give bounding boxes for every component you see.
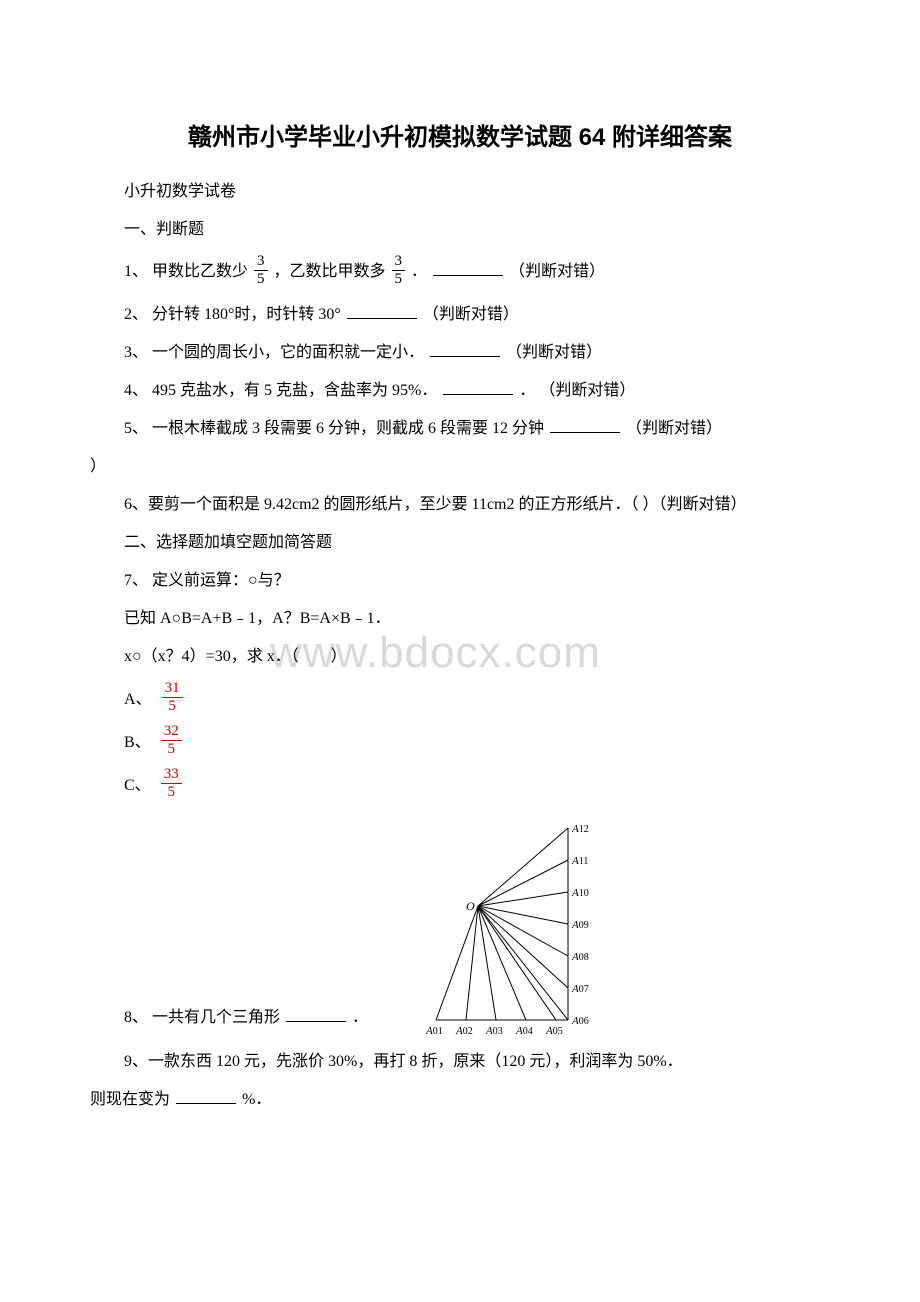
svg-text:A11: A11 bbox=[571, 855, 588, 867]
fraction-denominator: 5 bbox=[162, 698, 183, 714]
q4-suffix: ． （判断对错） bbox=[519, 382, 635, 399]
q3-judge: （判断对错） bbox=[506, 344, 602, 361]
answer-blank[interactable] bbox=[550, 417, 620, 433]
svg-text:A05: A05 bbox=[545, 1025, 563, 1036]
section-heading-2: 二、选择题加填空题加简答题 bbox=[124, 531, 830, 555]
fraction-numerator: 33 bbox=[161, 767, 182, 784]
svg-text:O: O bbox=[466, 899, 475, 913]
question-7-line1: 7、 定义前运算：○与？ bbox=[124, 569, 830, 593]
option-c-label: C、 bbox=[124, 774, 151, 798]
fraction-denominator: 5 bbox=[392, 271, 406, 287]
svg-text:A12: A12 bbox=[571, 823, 589, 835]
svg-text:A06: A06 bbox=[571, 1015, 589, 1027]
answer-blank[interactable] bbox=[430, 341, 500, 357]
triangle-fan-diagram: O A12 A11 A10 A09 A08 A07 A06 A01 A02 A03 A04 A05 bbox=[378, 816, 598, 1036]
svg-text:A09: A09 bbox=[571, 919, 589, 931]
fraction-numerator: 31 bbox=[162, 681, 183, 698]
option-a-label: A、 bbox=[124, 688, 152, 712]
svg-text:A04: A04 bbox=[515, 1025, 533, 1036]
q9-suffix: %． bbox=[242, 1091, 271, 1108]
svg-text:A07: A07 bbox=[571, 983, 589, 995]
answer-blank[interactable] bbox=[347, 303, 417, 319]
section-heading-1: 一、判断题 bbox=[124, 218, 830, 242]
page-title: 赣州市小学毕业小升初模拟数学试题 64 附详细答案 bbox=[90, 120, 830, 156]
option-c: C、 33 5 bbox=[124, 769, 830, 802]
question-7-line2: 已知 A○B=A+B﹣1，A？B=A×B﹣1． bbox=[124, 607, 830, 631]
fraction-numerator: 3 bbox=[254, 254, 268, 271]
q5-judge: （判断对错） bbox=[626, 420, 722, 437]
question-9-line1: 9、一款东西 120 元，先涨价 30%，再打 8 折，原来（120 元），利润… bbox=[124, 1050, 830, 1074]
answer-blank[interactable] bbox=[176, 1088, 236, 1104]
q1-suffix: ． bbox=[411, 263, 431, 280]
q1-mid: ，乙数比甲数多 bbox=[274, 263, 386, 280]
fraction-denominator: 5 bbox=[161, 784, 182, 800]
option-b-label: B、 bbox=[124, 731, 151, 755]
option-c-fraction: 33 5 bbox=[161, 767, 182, 800]
q1-prefix: 1、 甲数比乙数少 bbox=[124, 263, 248, 280]
svg-text:A08: A08 bbox=[571, 951, 589, 963]
question-4: 4、 495 克盐水，有 5 克盐，含盐率为 95%． ． （判断对错） bbox=[124, 379, 830, 403]
fraction-denominator: 5 bbox=[161, 741, 182, 757]
fraction-numerator: 32 bbox=[161, 724, 182, 741]
question-6: 6、要剪一个面积是 9.42cm2 的圆形纸片，至少要 11cm2 的正方形纸片… bbox=[124, 493, 830, 517]
q8-text: 8、 一共有几个三角形 bbox=[124, 1009, 280, 1026]
answer-blank[interactable] bbox=[286, 1006, 346, 1022]
svg-text:A01: A01 bbox=[425, 1025, 443, 1036]
answer-blank[interactable] bbox=[433, 260, 503, 276]
q8-suffix: ． bbox=[352, 1009, 368, 1026]
question-5-close-paren: ） bbox=[90, 455, 830, 479]
svg-text:A03: A03 bbox=[485, 1025, 503, 1036]
question-8: 8、 一共有几个三角形 ． bbox=[124, 1006, 368, 1036]
answer-blank[interactable] bbox=[443, 379, 513, 395]
q5-text: 5、 一根木棒截成 3 段需要 6 分钟，则截成 6 段需要 12 分钟 bbox=[124, 420, 544, 437]
question-8-row: 8、 一共有几个三角形 ． O A12 A11 A10 A09 A08 A07 A06 A01 A… bbox=[124, 816, 830, 1036]
q2-judge: （判断对错） bbox=[423, 306, 519, 323]
option-b: B、 32 5 bbox=[124, 726, 830, 759]
option-a-fraction: 31 5 bbox=[162, 681, 183, 714]
svg-text:A02: A02 bbox=[455, 1025, 473, 1036]
fraction-denominator: 5 bbox=[254, 271, 268, 287]
svg-text:A10: A10 bbox=[571, 887, 589, 899]
q2-text: 2、 分针转 180°时，时针转 30° bbox=[124, 306, 341, 323]
question-2: 2、 分针转 180°时，时针转 30° （判断对错） bbox=[124, 303, 830, 327]
question-7-line3: x○（x？4）=30，求 x．（ ） bbox=[124, 645, 830, 669]
question-5: 5、 一根木棒截成 3 段需要 6 分钟，则截成 6 段需要 12 分钟 （判断… bbox=[124, 417, 830, 441]
question-1: 1、 甲数比乙数少 3 5 ，乙数比甲数多 3 5 ． （判断对错） bbox=[124, 256, 830, 289]
question-9-line2: 则现在变为 %． bbox=[90, 1088, 830, 1112]
q9-prefix: 则现在变为 bbox=[90, 1091, 170, 1108]
fraction-numerator: 3 bbox=[392, 254, 406, 271]
option-b-fraction: 32 5 bbox=[161, 724, 182, 757]
q1-judge: （判断对错） bbox=[509, 263, 605, 280]
q3-text: 3、 一个圆的周长小，它的面积就一定小． bbox=[124, 344, 428, 361]
subtitle: 小升初数学试卷 bbox=[124, 180, 830, 204]
q4-text: 4、 495 克盐水，有 5 克盐，含盐率为 95%． bbox=[124, 382, 441, 399]
q1-fraction-2: 3 5 bbox=[392, 254, 406, 287]
fan-diagram-svg: O A12 A11 A10 A09 A08 A07 A06 A01 A02 A03 A04 A05 bbox=[378, 816, 598, 1036]
q1-fraction-1: 3 5 bbox=[254, 254, 268, 287]
option-a: A、 31 5 bbox=[124, 683, 830, 716]
question-3: 3、 一个圆的周长小，它的面积就一定小． （判断对错） bbox=[124, 341, 830, 365]
